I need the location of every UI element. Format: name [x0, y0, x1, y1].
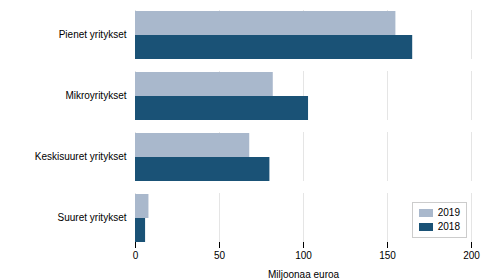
svg-text:Mikroyritykset: Mikroyritykset — [65, 90, 126, 101]
svg-text:0: 0 — [133, 250, 139, 261]
html-text:2019: 2019 — [437, 207, 460, 218]
svg-text:Suuret yritykset: Suuret yritykset — [58, 212, 127, 223]
svg-text:150: 150 — [379, 250, 396, 261]
html-text:2018: 2018 — [437, 221, 460, 232]
svg-text:100: 100 — [295, 250, 312, 261]
svg-text:50: 50 — [214, 250, 226, 261]
svg-text:200: 200 — [463, 250, 480, 261]
svg-text:Keskisuuret yritykset: Keskisuuret yritykset — [35, 151, 127, 162]
svg-text:Pienet yritykset: Pienet yritykset — [59, 29, 127, 40]
svg-text:Miljoonaa euroa: Miljoonaa euroa — [268, 269, 340, 280]
